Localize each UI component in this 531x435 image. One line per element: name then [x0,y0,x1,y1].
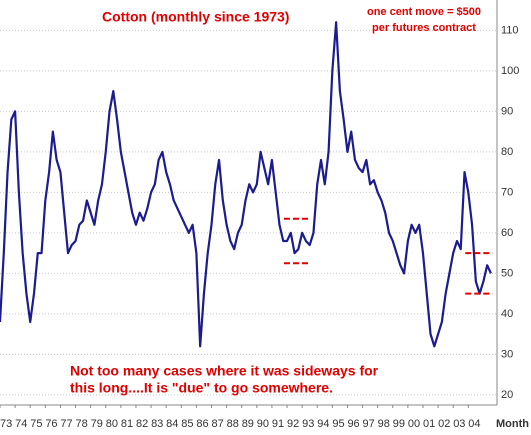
x-tick-label: 76 [45,418,57,430]
price-line [0,21,492,348]
x-tick-label: 98 [378,418,390,430]
x-tick-label: 78 [76,418,88,430]
y-tick-label: 50 [501,267,513,279]
y-tick-label: 80 [501,146,513,158]
y-tick-label: 60 [501,227,513,239]
note: per futures contract [372,22,476,34]
x-tick-label: 83 [151,418,163,430]
x-tick-label: 73 [0,418,12,430]
x-tick-label: 85 [181,418,193,430]
x-tick-label: 96 [347,418,359,430]
x-tick-label: 02 [438,418,450,430]
x-tick-label: 94 [317,418,329,430]
x-tick-label: 03 [453,418,465,430]
y-tick-label: 90 [501,105,513,117]
y-tick-label: 100 [501,65,519,77]
y-tick-label: 30 [501,348,513,360]
chart-title: Cotton (monthly since 1973) [102,9,289,25]
x-tick-label: 74 [15,418,27,430]
x-axis-label: Month [496,418,529,430]
x-tick-label: 00 [408,418,420,430]
x-tick-label: 86 [196,418,208,430]
x-tick-label: 88 [227,418,239,430]
x-tick-label: 93 [302,418,314,430]
y-tick-label: 110 [501,24,519,36]
x-tick-label: 97 [363,418,375,430]
x-tick-label: 90 [257,418,269,430]
x-tick-label: 89 [242,418,254,430]
annotation: this long....It is "due" to go somewhere… [70,380,333,396]
x-tick-label: 79 [91,418,103,430]
x-tick-label: 77 [60,418,72,430]
x-tick-label: 84 [166,418,178,430]
x-tick-label: 87 [211,418,223,430]
x-tick-label: 75 [30,418,42,430]
note: one cent move = $500 [367,6,481,18]
y-tick-label: 40 [501,308,513,320]
x-tick-label: 92 [287,418,299,430]
annotation: Not too many cases where it was sideways… [70,363,379,379]
x-tick-label: 82 [136,418,148,430]
x-tick-label: 80 [106,418,118,430]
x-tick-label: 91 [272,418,284,430]
y-tick-label: 70 [501,186,513,198]
x-tick-label: 01 [423,418,435,430]
x-tick-label: 95 [332,418,344,430]
y-tick-label: 20 [501,389,513,401]
x-tick-label: 04 [468,418,480,430]
x-tick-label: 99 [393,418,405,430]
x-tick-label: 81 [121,418,133,430]
